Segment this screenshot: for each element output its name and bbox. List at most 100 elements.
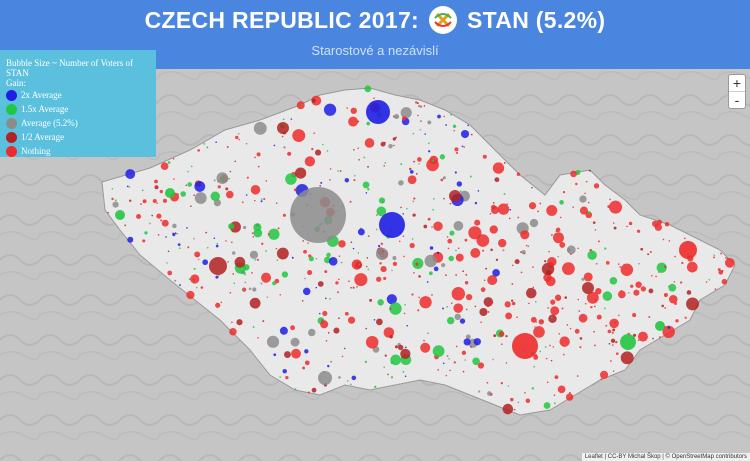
- bubble-marker: [398, 180, 404, 186]
- bubble-marker: [455, 253, 464, 262]
- bubble-marker: [159, 189, 164, 194]
- bubble-marker: [413, 160, 416, 163]
- bubble-marker: [648, 288, 654, 294]
- bubble-marker: [586, 291, 599, 304]
- bubble-marker: [351, 259, 362, 270]
- bubble-marker: [448, 358, 450, 360]
- bubble-marker: [554, 375, 559, 380]
- bubble-marker: [304, 349, 309, 354]
- bubble-marker: [215, 302, 221, 308]
- bubble-marker: [228, 223, 235, 230]
- bubble-marker: [545, 276, 556, 287]
- legend-item-half: 1/2 Average: [6, 131, 150, 145]
- bubble-marker: [249, 250, 259, 259]
- bubble-marker: [618, 290, 626, 299]
- bubble-marker: [290, 118, 293, 120]
- bubble-marker: [409, 242, 415, 249]
- bubble-marker: [455, 345, 458, 348]
- bubble-marker: [375, 228, 378, 231]
- bubble-marker: [426, 281, 429, 283]
- bubble-marker: [553, 402, 556, 405]
- bubble-marker: [574, 328, 580, 334]
- bubble-marker: [588, 169, 591, 172]
- bubble-marker: [107, 211, 110, 214]
- bubble-marker: [502, 403, 514, 415]
- bubble-marker: [503, 162, 506, 164]
- bubble-marker: [127, 236, 134, 243]
- bubble-marker: [508, 217, 511, 220]
- bubble-marker: [587, 250, 597, 260]
- bubble-marker: [668, 240, 671, 242]
- bubble-marker: [292, 129, 306, 143]
- bubble-marker: [446, 316, 455, 325]
- bubble-marker: [482, 249, 485, 252]
- map-attribution[interactable]: Leaflet | CC-BY Michal Škop | © OpenStre…: [581, 453, 750, 461]
- bubble-marker: [294, 388, 297, 391]
- zoom-out-button[interactable]: -: [734, 92, 740, 108]
- bubble-marker: [172, 233, 176, 237]
- bubble-marker: [380, 242, 384, 246]
- bubble-marker: [427, 217, 431, 221]
- bubble-marker: [402, 213, 404, 215]
- bubble-marker: [254, 199, 256, 202]
- bubble-marker: [392, 137, 397, 141]
- bubble-marker: [400, 348, 411, 360]
- bubble-marker: [446, 355, 449, 357]
- bubble-marker: [608, 342, 611, 345]
- bubble-marker: [664, 221, 670, 227]
- bubble-marker: [590, 305, 593, 309]
- bubble-marker: [583, 272, 593, 282]
- bubble-marker: [632, 333, 637, 337]
- bubble-marker: [367, 188, 370, 191]
- bubble-marker: [679, 281, 683, 284]
- bubble-marker: [152, 199, 157, 204]
- bubble-marker: [308, 256, 314, 262]
- bubble-marker: [237, 132, 240, 135]
- bubble-marker: [626, 225, 628, 228]
- bubble-marker: [554, 294, 562, 301]
- bubble-marker: [585, 211, 593, 219]
- bubble-marker: [232, 273, 235, 275]
- bubble-marker: [384, 354, 387, 357]
- bubble-marker: [505, 335, 508, 338]
- bubble-marker: [449, 202, 452, 205]
- bubble-marker: [234, 160, 237, 163]
- bubble-marker: [229, 291, 232, 294]
- bubble-marker: [579, 195, 587, 203]
- bubble-marker: [424, 254, 437, 268]
- bubble-marker: [428, 271, 433, 276]
- bubble-marker: [180, 191, 186, 197]
- bubble-marker: [668, 294, 678, 304]
- bubble-marker: [358, 158, 360, 161]
- bubble-marker: [454, 313, 461, 321]
- bubble-marker: [447, 238, 453, 244]
- bubble-marker: [500, 343, 503, 346]
- bubble-marker: [136, 213, 142, 219]
- bubble-marker: [539, 202, 542, 205]
- bubble-marker: [235, 135, 239, 140]
- zoom-in-button[interactable]: +: [729, 75, 745, 92]
- bubble-marker: [390, 354, 401, 366]
- bubble-marker: [509, 208, 512, 211]
- bubble-marker: [393, 144, 395, 147]
- bubble-marker: [190, 274, 200, 284]
- bubble-marker: [166, 262, 168, 264]
- bubble-marker: [365, 335, 379, 349]
- bubble-marker: [369, 298, 373, 302]
- bubble-marker: [548, 250, 550, 253]
- bubble-marker: [520, 271, 523, 274]
- bubble-marker: [225, 240, 227, 242]
- bubble-marker: [217, 179, 221, 183]
- bubble-marker: [389, 335, 393, 339]
- bubble-marker: [557, 385, 566, 394]
- bubble-marker: [570, 253, 572, 256]
- bubble-marker: [320, 181, 323, 184]
- bubble-marker: [160, 162, 169, 171]
- bubble-marker: [411, 238, 414, 240]
- bubble-marker: [386, 294, 397, 305]
- bubble-marker: [587, 211, 591, 215]
- legend-label: 1/2 Average: [21, 132, 65, 143]
- bubble-marker: [679, 241, 697, 259]
- bubble-marker: [635, 281, 642, 288]
- bubble-marker: [205, 231, 208, 234]
